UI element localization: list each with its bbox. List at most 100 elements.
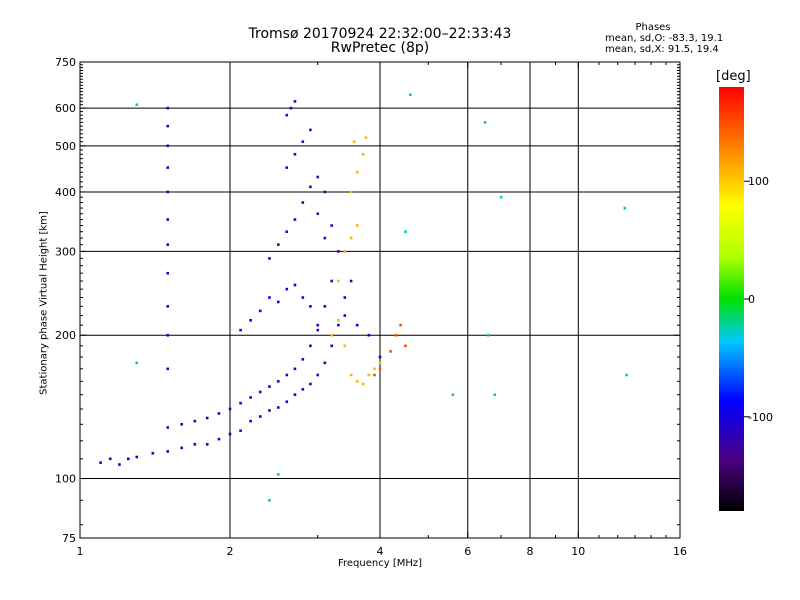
data-point [364,136,368,140]
data-point [268,409,271,412]
colorbar-tick-label: 100 [748,175,769,188]
data-point [343,296,347,299]
data-point [166,218,170,221]
data-point [217,437,221,441]
data-point [239,429,242,433]
data-point [330,333,334,337]
data-point [623,206,627,210]
data-point [293,393,297,397]
data-point [166,166,170,169]
data-point [316,323,320,327]
data-point [399,323,402,327]
phases-info-x-mode: mean, sd,X: 91.5, 19.4 [605,44,719,55]
x-tick-label: 1 [77,545,84,558]
data-point [135,103,139,107]
data-point [309,382,312,386]
data-point [337,250,340,253]
x-tick-label: 10 [571,545,585,558]
data-point [276,406,280,409]
data-point [180,446,184,450]
data-point [349,236,353,240]
data-point [166,190,170,194]
data-point [330,279,334,283]
data-point [258,415,262,418]
data-point [166,243,170,246]
x-tick-label: 4 [377,545,384,558]
grid-lines [80,62,680,538]
x-tick-label: 8 [527,545,534,558]
data-point [239,401,242,405]
data-point [316,328,320,332]
colorbar-unit-label: [deg] [716,69,751,84]
data-point [309,344,312,348]
data-point [99,461,102,464]
data-point [323,190,327,194]
data-point [228,407,232,411]
data-point [404,230,407,234]
chart-title: Tromsø 20170924 22:32:00–22:33:43 [248,26,512,42]
data-point [166,144,170,148]
data-point [268,385,271,388]
data-point [205,443,209,446]
data-point [126,457,130,461]
data-point [293,218,297,221]
phases-info-title: Phases [635,22,671,33]
data-point [361,382,365,386]
data-point [487,333,490,337]
data-point [355,224,359,227]
x-tick-label: 2 [227,545,234,558]
data-point [309,128,312,132]
data-point [301,140,305,144]
data-point [118,463,121,466]
data-point [228,432,232,436]
data-point [337,318,340,322]
data-point [268,296,271,299]
y-tick-label: 200 [55,329,76,342]
data-point [378,367,382,371]
data-point [293,283,297,287]
data-point [268,499,271,502]
data-point [316,373,320,377]
data-point [394,333,397,337]
data-point [135,455,139,459]
data-point [193,419,197,423]
data-point [373,367,376,371]
data-point [349,190,353,194]
data-point [285,113,289,117]
data-point [293,367,297,371]
data-point [309,185,312,189]
data-point [349,373,353,377]
data-point [135,361,139,365]
colorbar-tick-label: 0 [748,293,755,306]
data-point [337,323,340,327]
phases-info-o-mode: mean, sd,O: -83.3, 19.1 [605,33,724,44]
data-point [309,305,312,308]
data-point [166,271,170,275]
x-tick-label: 6 [464,545,471,558]
data-point [355,323,359,327]
data-point [343,314,347,317]
data-point [258,309,262,313]
chart-subtitle: RwPretec (8p) [330,40,430,56]
data-point [499,195,503,199]
data-point [249,396,252,399]
data-point [625,373,628,377]
data-points [99,93,628,502]
y-tick-label: 300 [55,245,76,258]
data-point [166,124,170,128]
data-point [316,175,320,179]
y-tick-label: 100 [55,473,76,486]
data-point [389,350,392,353]
data-point [276,473,280,476]
data-point [205,416,209,420]
data-point [349,279,353,283]
data-point [330,344,334,348]
data-point [367,333,371,337]
data-point [268,257,271,260]
data-point [166,426,170,429]
data-point [180,422,184,426]
data-point [323,236,327,240]
data-point [293,100,297,103]
data-point [367,373,371,377]
data-point [404,344,407,348]
